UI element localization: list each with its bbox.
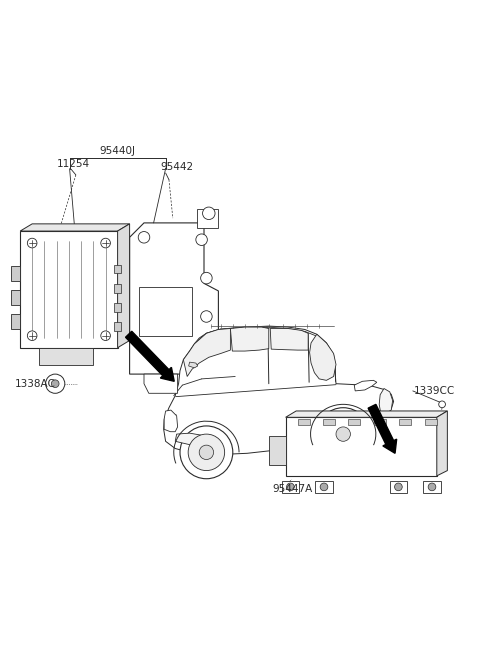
Bar	[197, 208, 218, 228]
Text: 1338AC: 1338AC	[14, 378, 55, 389]
Polygon shape	[130, 223, 218, 374]
Polygon shape	[230, 327, 269, 351]
Text: 95440J: 95440J	[100, 146, 135, 156]
Circle shape	[201, 273, 212, 284]
Circle shape	[201, 311, 212, 323]
Circle shape	[320, 483, 328, 491]
Bar	[114, 265, 121, 273]
Circle shape	[196, 234, 207, 246]
Polygon shape	[354, 380, 377, 391]
Bar	[11, 290, 20, 304]
Bar	[425, 419, 437, 424]
Circle shape	[325, 416, 361, 452]
Text: 95447A: 95447A	[273, 484, 313, 495]
Bar	[374, 419, 386, 424]
Bar	[269, 436, 286, 465]
Bar	[11, 314, 20, 328]
Circle shape	[188, 434, 225, 470]
Polygon shape	[270, 328, 308, 350]
Polygon shape	[437, 411, 447, 476]
Circle shape	[395, 483, 402, 491]
Polygon shape	[175, 433, 202, 445]
Circle shape	[336, 427, 350, 442]
Polygon shape	[286, 411, 447, 417]
Bar	[298, 419, 310, 424]
Bar	[11, 266, 20, 281]
Circle shape	[287, 483, 294, 491]
Polygon shape	[189, 362, 198, 368]
Polygon shape	[118, 224, 130, 348]
FancyArrow shape	[368, 404, 396, 453]
Bar	[39, 348, 93, 365]
Bar	[114, 323, 121, 331]
Circle shape	[138, 231, 150, 243]
Circle shape	[51, 380, 59, 388]
Circle shape	[46, 374, 65, 394]
Bar	[399, 419, 411, 424]
Polygon shape	[144, 374, 178, 394]
Circle shape	[428, 483, 436, 491]
Bar	[114, 284, 121, 292]
Polygon shape	[20, 224, 130, 231]
Bar	[390, 481, 407, 493]
Polygon shape	[164, 326, 394, 454]
Bar	[423, 481, 441, 493]
Circle shape	[101, 331, 110, 340]
Circle shape	[317, 408, 370, 461]
Polygon shape	[183, 328, 230, 376]
Text: 95442: 95442	[161, 162, 194, 173]
Bar	[315, 481, 333, 493]
Circle shape	[439, 401, 445, 408]
Circle shape	[180, 426, 233, 479]
Polygon shape	[164, 410, 178, 432]
Circle shape	[27, 331, 37, 340]
FancyArrow shape	[126, 331, 174, 381]
Circle shape	[199, 445, 214, 459]
Polygon shape	[379, 388, 393, 415]
Bar	[286, 417, 437, 476]
Bar	[139, 287, 192, 336]
Text: 11254: 11254	[57, 158, 90, 169]
Circle shape	[27, 238, 37, 248]
Polygon shape	[310, 334, 336, 380]
Bar	[323, 419, 335, 424]
Bar	[348, 419, 360, 424]
Bar	[114, 303, 121, 311]
Bar	[20, 231, 118, 348]
Bar	[282, 481, 299, 493]
Circle shape	[203, 207, 215, 219]
Text: 1339CC: 1339CC	[414, 386, 455, 396]
Circle shape	[101, 238, 110, 248]
